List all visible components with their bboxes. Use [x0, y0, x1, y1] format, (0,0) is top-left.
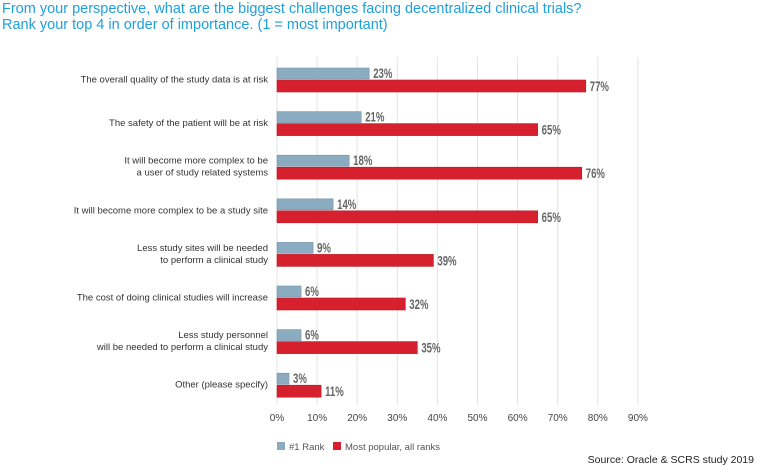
bar-all-ranks	[276, 123, 538, 136]
bar-all-ranks	[276, 254, 434, 267]
data-label: 21%	[365, 109, 385, 125]
category-label: to perform a clinical study	[160, 255, 268, 266]
x-tick-label: 80%	[588, 413, 608, 424]
bar-all-ranks	[276, 79, 587, 93]
x-tick-label: 20%	[347, 413, 367, 424]
data-label: 39%	[437, 253, 457, 269]
x-tick-label: 30%	[387, 413, 407, 424]
data-label: 23%	[373, 65, 393, 81]
data-label: 65%	[542, 209, 562, 225]
x-tick-label: 40%	[427, 413, 447, 424]
data-label: 6%	[305, 283, 319, 299]
bar-rank1	[276, 198, 334, 211]
bar-rank1	[276, 111, 362, 123]
bar-rank1	[276, 242, 314, 254]
legend-swatch-rank1	[277, 442, 285, 450]
data-label: 77%	[590, 78, 610, 94]
data-label: 76%	[586, 165, 606, 181]
bar-all-ranks	[276, 210, 538, 224]
legend-label-all-ranks: Most popular, all ranks	[345, 442, 440, 453]
bar-rank1	[276, 329, 302, 341]
x-tick-label: 10%	[307, 413, 327, 424]
category-label: The safety of the patient will be at ris…	[109, 118, 268, 129]
category-label: Less study personnel	[178, 330, 268, 341]
category-label: The cost of doing clinical studies will …	[77, 293, 268, 304]
data-label: 6%	[305, 327, 319, 343]
legend-label-rank1: #1 Rank	[289, 442, 325, 453]
data-label: 65%	[542, 122, 562, 138]
x-tick-label: 70%	[548, 413, 568, 424]
category-label: will be needed to perform a clinical stu…	[96, 342, 268, 353]
data-label: 3%	[293, 370, 307, 386]
chart-title: From your perspective, what are the bigg…	[2, 1, 582, 33]
bar-all-ranks	[276, 297, 406, 311]
x-tick-label: 90%	[628, 413, 648, 424]
bar-all-ranks	[276, 166, 583, 180]
data-label: 18%	[353, 152, 373, 168]
data-label: 32%	[409, 296, 429, 312]
category-label: It will become more complex to be	[124, 156, 268, 167]
category-label: Less study sites will be needed	[137, 243, 268, 254]
data-label: 9%	[317, 240, 331, 256]
bar-rank1	[276, 67, 370, 80]
source-note: Source: Oracle & SCRS study 2019	[587, 454, 754, 466]
legend-swatch-all-ranks	[333, 442, 341, 450]
data-label: 14%	[337, 196, 357, 212]
data-label: 35%	[421, 340, 441, 356]
bar-rank1	[276, 285, 302, 298]
category-label: a user of study related systems	[137, 168, 269, 179]
bar-rank1	[276, 372, 290, 385]
bar-rank1	[276, 154, 350, 167]
x-tick-label: 60%	[508, 413, 528, 424]
category-label: The overall quality of the study data is…	[81, 75, 269, 86]
x-tick-label: 50%	[467, 413, 487, 424]
bar-all-ranks	[276, 341, 418, 354]
data-label: 11%	[325, 383, 344, 399]
category-label: Other (please specify)	[175, 380, 268, 391]
title-line-1: From your perspective, what are the bigg…	[2, 1, 582, 17]
x-tick-label: 0%	[270, 413, 285, 424]
title-line-2: Rank your top 4 in order of importance. …	[2, 17, 388, 33]
bar-all-ranks	[276, 384, 322, 398]
category-label: It will become more complex to be a stud…	[74, 205, 268, 216]
